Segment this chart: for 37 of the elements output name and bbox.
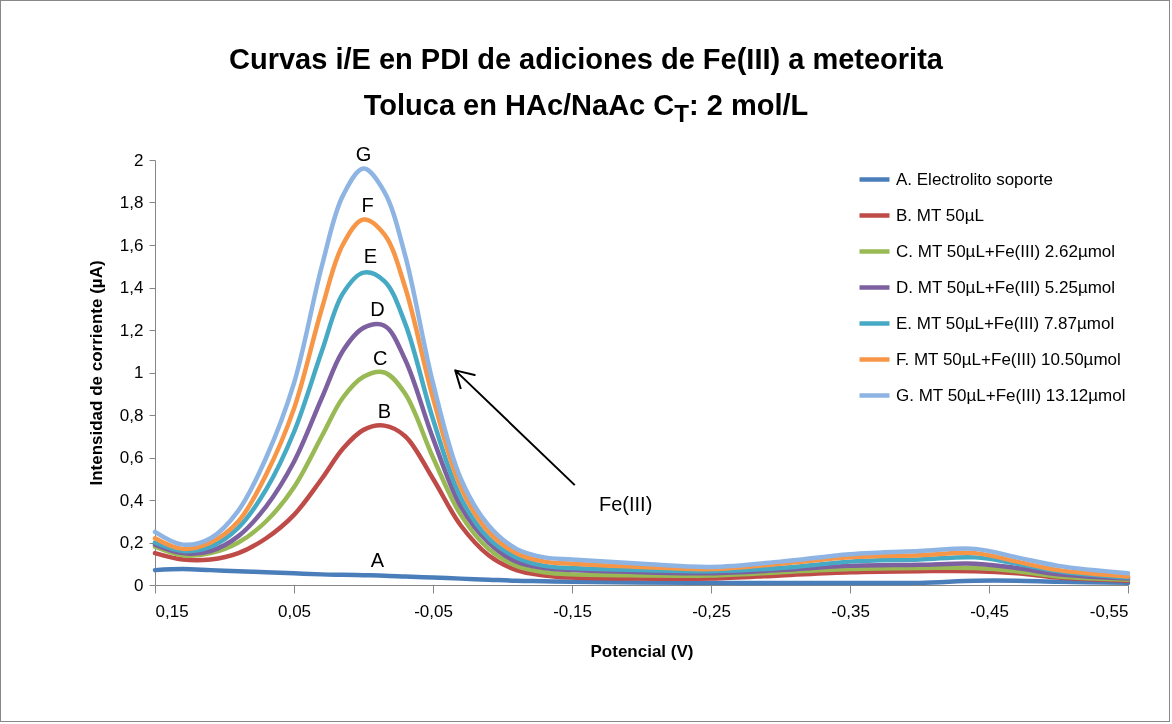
y-tick-label: 1,8 bbox=[119, 193, 144, 212]
y-tick-label: 1 bbox=[134, 363, 144, 382]
legend-label: A. Electrolito soporte bbox=[896, 169, 1053, 189]
annotation: Fe(III) bbox=[599, 493, 653, 515]
y-tick-label: 2 bbox=[134, 150, 144, 170]
chart-title: Curvas i/E en PDI de adiciones de Fe(III) a meteorita Toluca en HAc/NaAc C$_{T}$: 2 mol/L bbox=[228, 42, 944, 129]
legend-label: D. MT 50µL+Fe(III) 5.25µmol bbox=[896, 277, 1116, 297]
annotation: E bbox=[363, 244, 378, 267]
x-tick-label: -0,45 bbox=[970, 601, 1009, 621]
x-axis-title: Potencial (V) bbox=[590, 641, 694, 661]
y-tick-label: 0,6 bbox=[119, 448, 144, 467]
annotation: C bbox=[372, 346, 388, 369]
annotation: G bbox=[355, 142, 372, 165]
legend-label: G. MT 50µL+Fe(III) 13.12µmol bbox=[896, 385, 1126, 405]
x-tick-label: -0,25 bbox=[692, 601, 731, 621]
legend-label: E. MT 50µL+Fe(III) 7.87µmol bbox=[896, 313, 1115, 333]
x-tick-label: -0,05 bbox=[414, 601, 453, 621]
legend-label: F. MT 50µL+Fe(III) 10.50µmol bbox=[896, 349, 1121, 369]
x-tick-label: 0,15 bbox=[155, 601, 189, 621]
y-tick-label: 0,2 bbox=[119, 533, 144, 552]
y-axis-title: Intensidad de corriente (µA) bbox=[86, 260, 106, 486]
x-tick-label: -0,15 bbox=[553, 601, 592, 621]
legend-label: B. MT 50µL bbox=[896, 205, 984, 225]
y-tick-label: 0 bbox=[134, 575, 144, 595]
annotation: B bbox=[377, 399, 392, 422]
x-tick-label: -0,55 bbox=[1089, 601, 1129, 621]
x-tick-label: -0,35 bbox=[831, 601, 870, 621]
y-tick-label: 1,6 bbox=[119, 235, 144, 255]
y-tick-label: 0,8 bbox=[119, 405, 144, 425]
y-tick-label: 1,2 bbox=[119, 320, 144, 340]
legend-label: C. MT 50µL+Fe(III) 2.62µmol bbox=[896, 241, 1116, 261]
annotation: A bbox=[370, 549, 385, 572]
annotation: F bbox=[361, 193, 374, 216]
x-tick-label: 0,05 bbox=[277, 601, 312, 621]
y-tick-label: 1,4 bbox=[119, 278, 144, 297]
annotation: D bbox=[370, 297, 385, 320]
y-tick-label: 0,4 bbox=[119, 490, 144, 510]
